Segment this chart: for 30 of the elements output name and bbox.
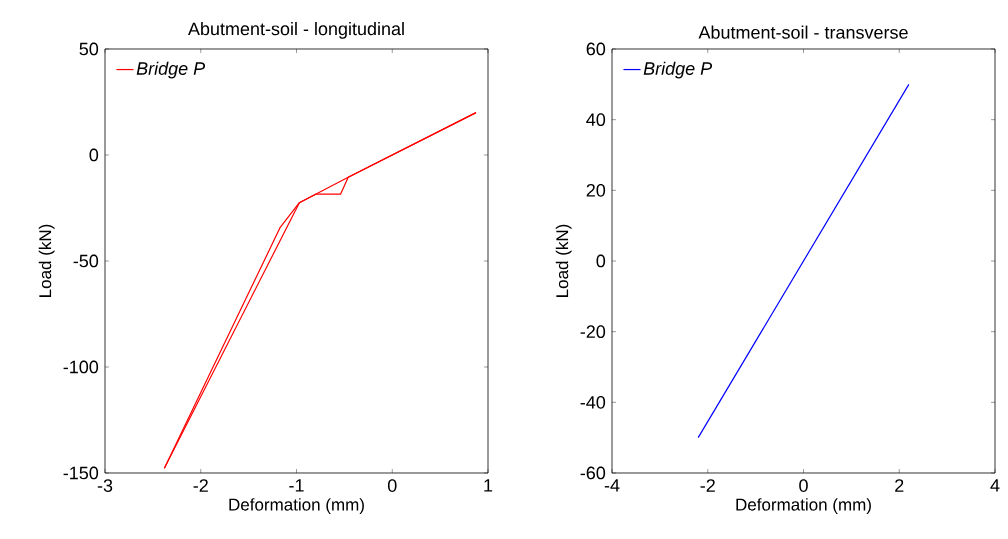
y-tick-label: -60 <box>580 466 606 480</box>
x-tick-label: 2 <box>895 479 904 492</box>
x-tick-label: -1 <box>289 479 304 492</box>
y-tick-label: -40 <box>580 395 606 409</box>
x-tick-label: -3 <box>97 479 113 492</box>
y-tick-label: -20 <box>580 325 606 339</box>
x-tick-label: -2 <box>700 479 715 492</box>
legend-label: Bridge P <box>136 61 206 79</box>
y-tick-label: 40 <box>586 113 606 127</box>
legend-label: Bridge P <box>643 61 713 79</box>
y-tick-label: 0 <box>89 148 99 162</box>
x-axis-title: Deformation (mm) <box>736 498 871 514</box>
chart-title: Abutment-soil - transverse <box>698 25 908 39</box>
y-tick-label: -100 <box>63 360 99 374</box>
y-axis-title: Load (kN) <box>38 224 55 297</box>
y-tick-label: 20 <box>586 183 606 197</box>
x-tick-label: 0 <box>387 479 397 492</box>
x-tick-label: -4 <box>604 479 620 492</box>
y-tick-label: 0 <box>596 254 606 268</box>
y-tick-label: -150 <box>63 466 99 480</box>
y-axis-title: Load (kN) <box>555 224 572 297</box>
x-tick-label: 4 <box>990 479 1000 492</box>
x-tick-label: 0 <box>799 479 808 492</box>
x-tick-label: 1 <box>484 479 493 492</box>
y-tick-label: -50 <box>73 254 99 268</box>
y-tick-label: 50 <box>79 42 99 56</box>
y-tick-label: 60 <box>586 42 606 56</box>
x-tick-label: -2 <box>193 479 208 492</box>
chart-title: Abutment-soil - longitudinal <box>187 22 404 39</box>
x-axis-title: Deformation (mm) <box>229 498 364 514</box>
